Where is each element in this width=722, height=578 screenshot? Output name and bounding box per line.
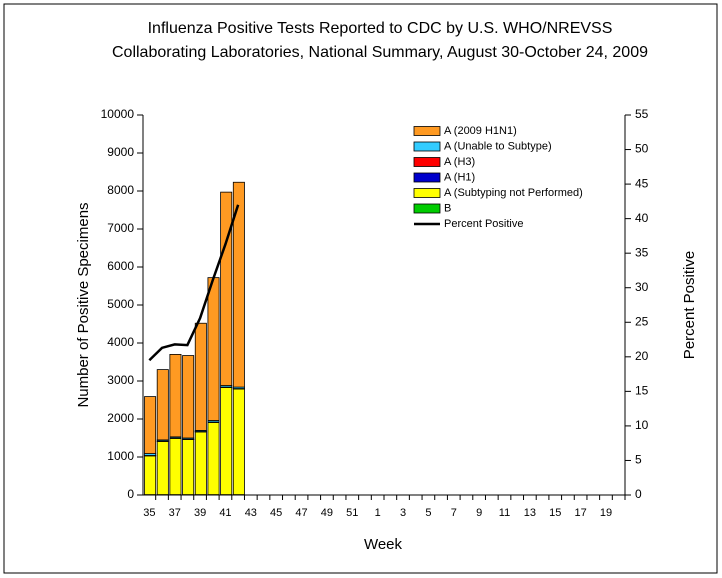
y-tick-label: 6000 [107,259,134,273]
bar-segment [169,353,182,438]
y2-tick-label: 30 [635,280,649,294]
y2-tick-label: 5 [635,453,642,467]
bar-segment [194,322,207,431]
x-tick-label: 1 [375,507,381,519]
legend-swatch [413,203,441,214]
bar-segment [182,355,195,439]
bar-segment [207,422,220,496]
frame [3,3,718,574]
bar-segment [169,437,182,496]
y2-tick-label: 20 [635,349,649,363]
bar-segment [220,191,233,386]
legend-label: A (H1) [444,171,475,183]
x-tick-label: 7 [451,507,457,519]
legend-swatch [413,141,441,152]
legend-label: B [444,202,451,214]
legend-swatch [413,172,441,183]
x-tick-label: 47 [295,507,307,519]
y2-tick-label: 55 [635,107,649,121]
legend-label: A (Unable to Subtype) [444,140,552,152]
bar-segment [207,277,220,421]
x-tick-label: 3 [400,507,406,519]
x-tick-label: 17 [574,507,586,519]
chart-subtitle: Collaborating Laboratories, National Sum… [112,44,648,61]
y2-tick-label: 15 [635,384,649,398]
y-axis-label: Number of Positive Specimens [75,202,92,407]
y-tick-label: 8000 [107,183,134,197]
bar-segment [144,396,157,454]
x-axis-label: Week [364,536,403,553]
y-tick-label: 4000 [107,335,134,349]
bar-segment [144,455,157,496]
y2-tick-label: 35 [635,245,649,259]
x-tick-label: 9 [476,507,482,519]
x-tick-label: 43 [245,507,257,519]
x-tick-label: 13 [524,507,536,519]
x-tick-label: 41 [219,507,231,519]
y2-tick-label: 10 [635,418,649,432]
y2-tick-label: 25 [635,314,649,328]
y-tick-label: 5000 [107,297,134,311]
bar-segment [232,181,245,388]
x-tick-label: 39 [194,507,206,519]
legend-label: A (Subtyping not Performed) [444,187,583,199]
bar-segment [194,431,207,496]
bar-segment [220,387,233,496]
legend-swatch [413,157,441,167]
x-tick-label: 19 [600,507,612,519]
bar-segment [156,369,169,441]
legend-swatch [413,188,441,198]
y2-tick-label: 40 [635,211,649,225]
bar-segment [182,439,195,496]
x-tick-label: 35 [143,507,155,519]
y-tick-label: 10000 [101,107,135,121]
y2-tick-label: 50 [635,142,649,156]
y-tick-label: 3000 [107,373,134,387]
chart-title: Influenza Positive Tests Reported to CDC… [148,20,613,37]
y-tick-label: 0 [127,487,134,501]
y2-tick-label: 45 [635,176,649,190]
y-tick-label: 9000 [107,145,134,159]
x-tick-label: 11 [499,507,510,519]
x-tick-label: 49 [321,507,333,519]
y2-axis-label: Percent Positive [681,251,698,359]
x-tick-label: 15 [549,507,561,519]
percent-line [148,204,240,362]
x-tick-label: 45 [270,507,282,519]
y-tick-label: 2000 [107,411,134,425]
bar-segment [156,441,169,496]
legend-label: A (H3) [444,156,475,168]
legend-label: Percent Positive [444,218,523,230]
legend-swatch [413,126,441,136]
legend-label: A (2009 H1N1) [444,125,517,137]
x-tick-label: 5 [425,507,431,519]
y2-tick-label: 0 [635,487,642,501]
bar-segment [232,388,245,496]
y-tick-label: 7000 [107,221,134,235]
y-tick-label: 1000 [107,449,134,463]
x-tick-label: 37 [169,507,181,519]
x-tick-label: 51 [346,507,358,519]
